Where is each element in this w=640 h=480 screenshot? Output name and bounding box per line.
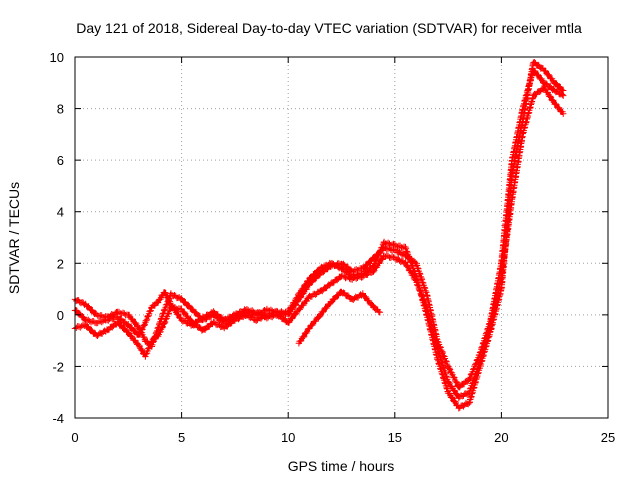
x-tick-label: 5 xyxy=(178,430,185,445)
y-tick-label: 0 xyxy=(57,308,64,323)
series-markers xyxy=(71,67,567,391)
y-tick-label: -2 xyxy=(52,359,64,374)
y-tick-label: 6 xyxy=(57,153,64,168)
series-markers xyxy=(71,59,567,412)
y-tick-label: -4 xyxy=(52,411,64,426)
grid xyxy=(75,57,608,418)
series-markers xyxy=(295,288,384,347)
x-tick-label: 15 xyxy=(388,430,402,445)
y-tick-label: 4 xyxy=(57,205,64,220)
y-tick-label: 8 xyxy=(57,102,64,117)
x-tick-label: 25 xyxy=(601,430,615,445)
series-trace-a xyxy=(71,67,567,391)
series-trace-b xyxy=(71,59,567,412)
tick-labels: 0 5 10 15 20 25 -4 -2 0 2 4 6 8 10 xyxy=(50,50,616,445)
x-tick-label: 0 xyxy=(71,430,78,445)
x-tick-label: 20 xyxy=(494,430,508,445)
plot-frame xyxy=(74,56,609,419)
series-marks xyxy=(71,59,567,412)
chart-title: Day 121 of 2018, Sidereal Day-to-day VTE… xyxy=(76,20,582,36)
y-tick-label: 2 xyxy=(57,256,64,271)
y-tick-label: 10 xyxy=(50,50,64,65)
series-trace-d xyxy=(295,288,384,347)
x-axis-label: GPS time / hours xyxy=(288,458,395,474)
x-tick-label: 10 xyxy=(281,430,295,445)
y-axis-label: SDTVAR / TECUs xyxy=(6,182,22,294)
